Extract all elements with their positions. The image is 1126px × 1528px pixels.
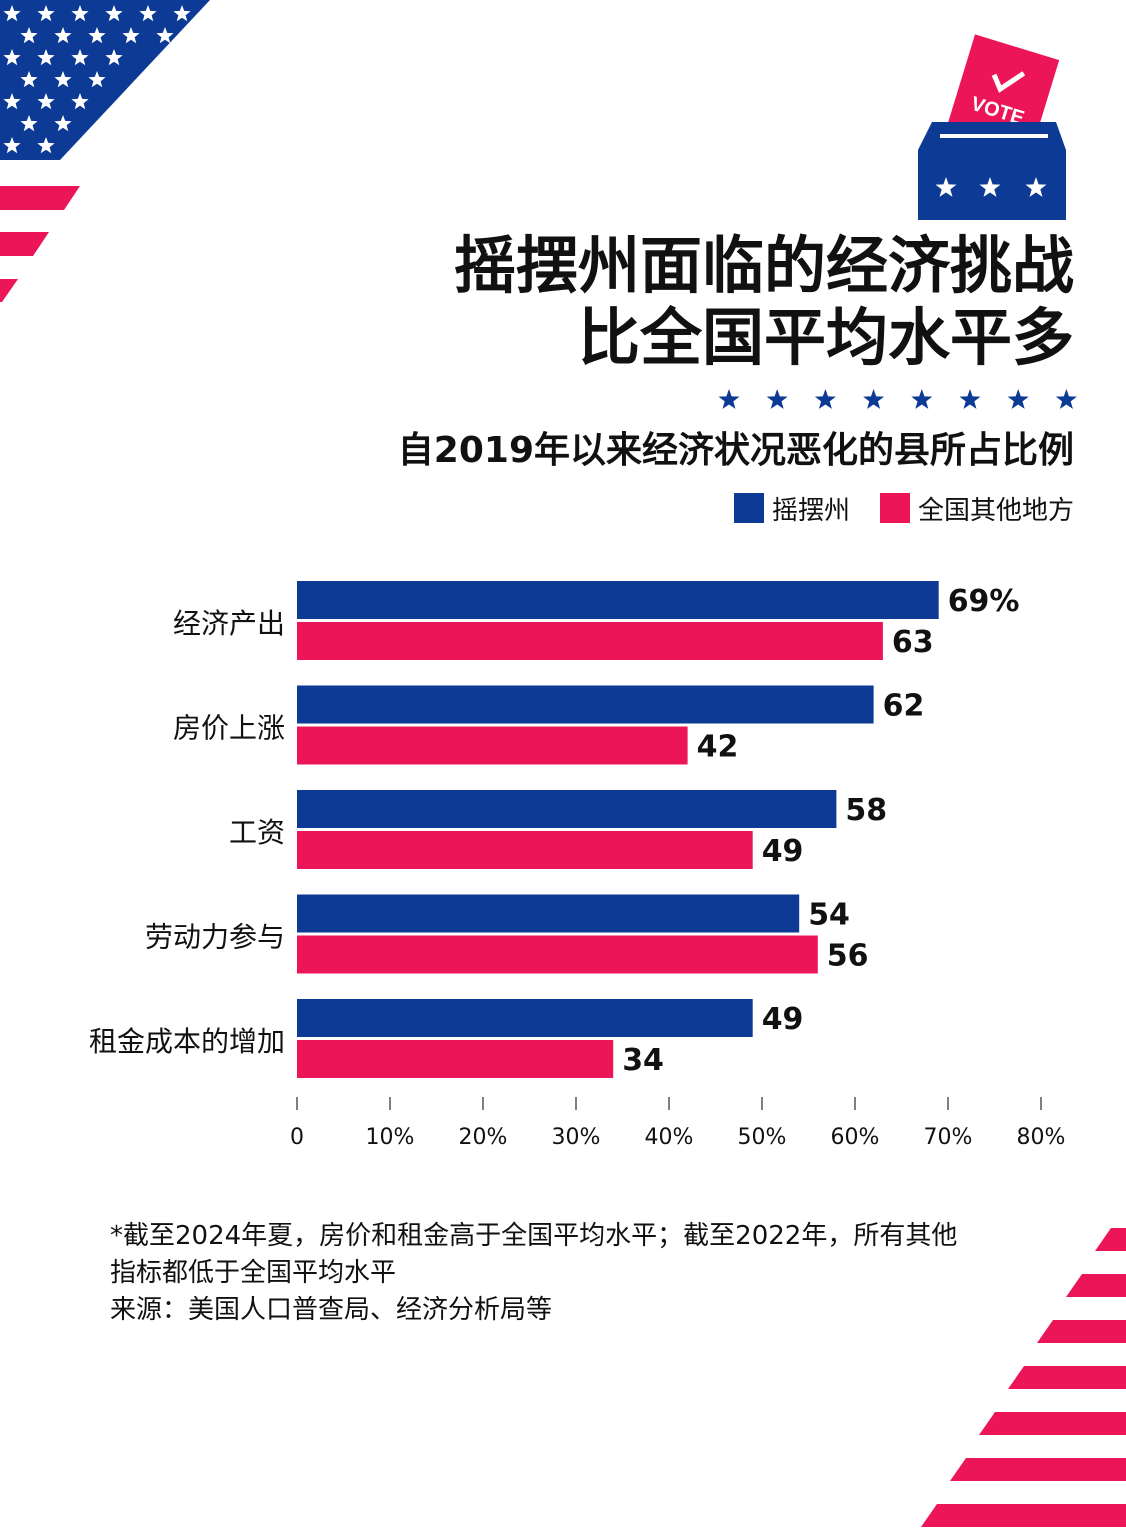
bar-chart: 经济产出 69% 63 房价上涨 62 42 工资 58 49 劳动力参与 54 56 租金成本的增加 4… <box>89 581 1066 1150</box>
x-tick-label: 10% <box>366 1125 415 1150</box>
data-label: 42 <box>697 730 739 765</box>
footnote-line-2: 指标都低于全国平均水平 <box>110 1258 397 1288</box>
bar-rest <box>297 935 818 974</box>
x-tick-label: 50% <box>738 1125 787 1150</box>
x-tick-label: 20% <box>459 1125 508 1150</box>
data-label: 56 <box>827 939 869 974</box>
data-label: 69% <box>948 584 1020 619</box>
data-label: 63 <box>892 625 934 660</box>
x-tick-label: 70% <box>924 1125 973 1150</box>
flag-stripes-right-icon <box>921 1228 1126 1527</box>
flag-stars-corner-icon <box>0 0 210 160</box>
category-label: 租金成本的增加 <box>89 1025 285 1058</box>
legend-swatch-swing <box>733 493 764 523</box>
category-label: 经济产出 <box>173 607 285 640</box>
legend-item-swing: 摇摆州 <box>733 490 850 527</box>
bar-swing <box>297 790 837 828</box>
chart-title-line-2: 比全国平均水平多 <box>577 301 1074 374</box>
chart-subtitle: 自2019年以来经济状况恶化的县所占比例 <box>397 430 1074 471</box>
data-label: 34 <box>622 1043 664 1078</box>
footnote-source: 来源：美国人口普查局、经济分析局等 <box>110 1295 553 1325</box>
category-label: 劳动力参与 <box>145 921 285 954</box>
data-label: 54 <box>808 898 850 933</box>
x-tick-label: 0 <box>290 1125 304 1150</box>
flag-stripes-left-icon <box>0 186 80 302</box>
data-label: 62 <box>883 689 925 724</box>
bar-swing <box>297 894 800 933</box>
legend-swatch-rest <box>879 493 910 523</box>
x-tick-label: 40% <box>645 1125 694 1150</box>
data-label: 49 <box>762 834 804 869</box>
chart-title-line-1: 摇摆州面临的经济挑战 <box>453 229 1074 302</box>
legend-label-rest: 全国其他地方 <box>917 495 1074 526</box>
category-label: 工资 <box>229 816 285 849</box>
legend-item-rest: 全国其他地方 <box>879 490 1074 527</box>
data-label: 49 <box>762 1002 804 1037</box>
legend: 摇摆州 全国其他地方 <box>733 488 1074 528</box>
bar-swing <box>297 999 753 1037</box>
bar-rest <box>297 726 688 765</box>
ballot-box-icon: VOTE <box>918 34 1066 220</box>
x-tick-label: 30% <box>552 1125 601 1150</box>
footnote: *截至2024年夏，房价和租金高于全国平均水平；截至2022年，所有其他 指标都… <box>110 1218 957 1329</box>
bar-rest <box>297 622 883 660</box>
bar-swing <box>297 685 874 724</box>
category-label: 房价上涨 <box>173 712 285 745</box>
star-divider-icon <box>718 389 1077 409</box>
footnote-line-1: *截至2024年夏，房价和租金高于全国平均水平；截至2022年，所有其他 <box>110 1221 958 1251</box>
bar-swing <box>297 581 939 619</box>
legend-label-swing: 摇摆州 <box>771 495 850 526</box>
bar-rest <box>297 831 753 869</box>
x-tick-label: 60% <box>831 1125 880 1150</box>
data-label: 58 <box>845 793 887 828</box>
x-tick-label: 80% <box>1017 1125 1066 1150</box>
bar-rest <box>297 1040 614 1078</box>
